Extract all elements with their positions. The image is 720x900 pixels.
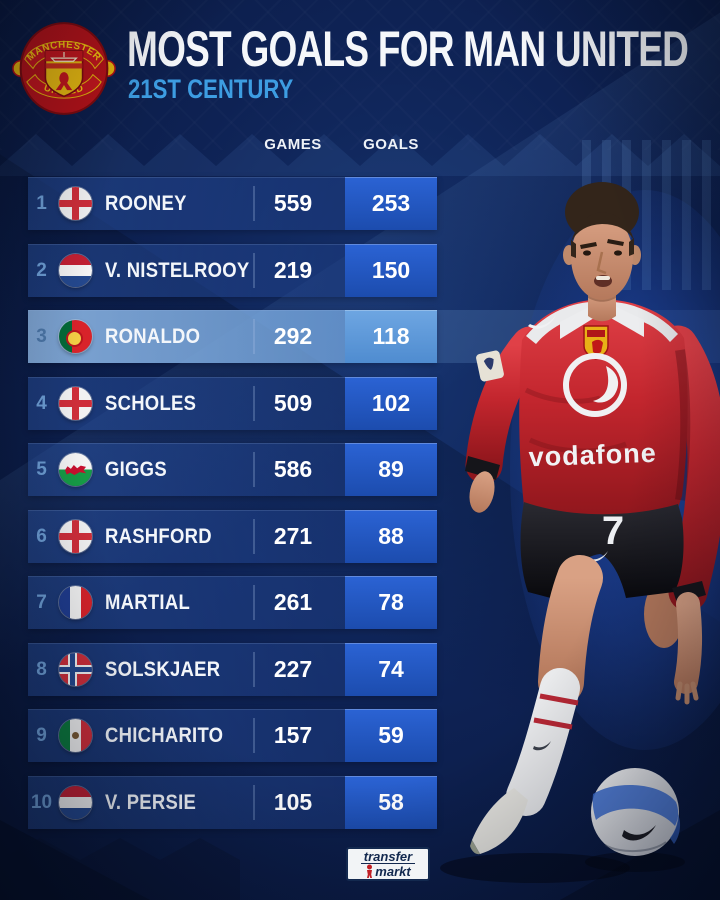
table-row: 4 SCHOLES 509 102: [28, 377, 437, 430]
goals-value: 253: [345, 177, 437, 230]
rank-label: 5: [36, 459, 47, 480]
column-header-games: GAMES: [264, 136, 322, 153]
wales-flag-icon: [59, 453, 92, 486]
games-value: 219: [273, 257, 313, 283]
player-name: SCHOLES: [105, 392, 197, 415]
transfermarkt-logo-line2: markt: [375, 863, 411, 879]
france-flag-icon: [59, 586, 92, 619]
games-value: 157: [273, 722, 313, 748]
transfermarkt-logo-line1: transfer: [360, 850, 416, 864]
goals-value: 74: [345, 643, 437, 696]
table-row: 6 RASHFORD 271 88: [28, 510, 437, 563]
england-flag-icon: [59, 520, 92, 553]
norway-flag-icon: [59, 653, 92, 686]
page-subtitle: 21ST CENTURY: [128, 74, 294, 104]
player-boot: [472, 788, 528, 854]
england-flag-icon: [59, 187, 92, 220]
player-name: V. PERSIE: [105, 791, 197, 814]
player-right-forearm: [674, 592, 703, 694]
table-row: 7 MARTIAL 261 78: [28, 576, 437, 629]
games-value: 586: [273, 456, 313, 482]
transfermarkt-logo: transfer markt: [346, 847, 430, 881]
man-united-crest: MANCHESTER UNITED: [12, 22, 116, 115]
games-value: 105: [273, 789, 313, 815]
table-row: 8 SOLSKJAER 227 74: [28, 643, 437, 696]
rank-label: 6: [36, 526, 47, 547]
player-name: GIGGS: [105, 458, 167, 481]
england-flag-icon: [59, 387, 92, 420]
netherlands-flag-icon: [59, 254, 92, 287]
rank-label: 2: [36, 260, 47, 281]
player-sock: [506, 668, 580, 816]
portugal-flag-icon: [59, 320, 92, 353]
rank-label: 8: [36, 659, 47, 680]
games-value: 271: [273, 523, 313, 549]
table-row-highlighted: 3 RONALDO 292 118: [28, 310, 437, 363]
goals-value: 102: [345, 377, 437, 430]
shorts-number-text: 7: [602, 509, 624, 553]
rank-label: 1: [36, 193, 47, 214]
table-row: 9 CHICHARITO 157 59: [28, 709, 437, 762]
shirt-fold-shadow: [675, 349, 691, 501]
player-name: MARTIAL: [105, 591, 191, 614]
rank-label: 4: [36, 393, 47, 414]
table-row: 10 V. PERSIE 105 58: [28, 776, 437, 829]
player-photo-ronaldo: vodafone 7: [440, 140, 720, 883]
goals-value: 58: [345, 776, 437, 829]
games-value: 227: [273, 656, 313, 682]
player-name: ROONEY: [105, 192, 187, 215]
transfermarkt-figure-icon: [367, 864, 373, 878]
goals-value: 88: [345, 510, 437, 563]
player-thigh: [538, 555, 603, 705]
table-row: 2 V. NISTELROOY 219 150: [28, 244, 437, 297]
games-value: 509: [273, 390, 313, 416]
player-eye-left: [583, 250, 591, 256]
player-name: RONALDO: [105, 325, 201, 348]
player-name: RASHFORD: [105, 525, 212, 548]
player-name: SOLSKJAER: [105, 658, 221, 681]
games-value: 292: [273, 323, 313, 349]
table-row: 5 GIGGS 586 89: [28, 443, 437, 496]
rank-label: 10: [30, 792, 53, 813]
column-header-goals: GOALS: [363, 136, 419, 153]
player-eye-right: [614, 250, 622, 256]
page-title: MOST GOALS FOR MAN UNITED: [127, 21, 689, 77]
goals-value: 59: [345, 709, 437, 762]
goals-value: 89: [345, 443, 437, 496]
rank-label: 7: [36, 592, 47, 613]
goals-value: 118: [345, 310, 437, 363]
player-teeth: [596, 276, 610, 280]
table-row: 1 ROONEY 559 253: [28, 177, 437, 230]
player-name: V. NISTELROOY: [105, 259, 250, 282]
games-value: 559: [273, 190, 313, 216]
goals-value: 78: [345, 576, 437, 629]
shirt-sponsor-text: vodafone: [528, 438, 657, 472]
rank-label: 9: [36, 725, 47, 746]
rank-label: 3: [36, 326, 47, 347]
player-name: CHICHARITO: [105, 724, 224, 747]
football-icon: [591, 768, 681, 856]
mexico-flag-icon: [59, 719, 92, 752]
goals-value: 150: [345, 244, 437, 297]
games-value: 261: [273, 589, 313, 615]
netherlands-flag-icon: [59, 786, 92, 819]
